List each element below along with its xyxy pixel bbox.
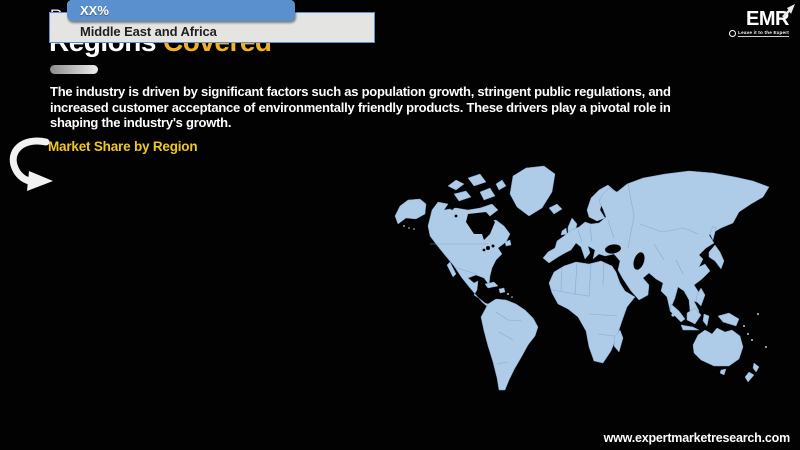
- logo-bullseye-icon: [729, 30, 737, 37]
- intro-line: shaping the industry's growth.: [50, 115, 232, 130]
- new-zealand-landmass: [752, 362, 760, 373]
- alaska-landmass: [394, 198, 427, 225]
- emr-logo-text: EMR: [746, 8, 789, 30]
- arrow-up-right-icon: [782, 4, 795, 18]
- intro-paragraph: The industry is driven by significant fa…: [50, 84, 780, 131]
- region-item: XX% Middle East and Africa: [49, 0, 377, 45]
- madagascar-landmass: [613, 329, 624, 353]
- world-map: [394, 165, 770, 391]
- australia-landmass: [692, 327, 744, 367]
- title-divider: [50, 65, 98, 74]
- greenland-landmass: [509, 165, 556, 217]
- new-guinea-landmass: [717, 312, 740, 327]
- chart-label: Market Share by Region: [48, 139, 198, 154]
- curved-arrow-icon: [9, 137, 53, 191]
- south-america-landmass: [480, 298, 539, 391]
- country-borders: [430, 183, 699, 365]
- iceland-landmass: [548, 203, 563, 215]
- region-name: Middle East and Africa: [80, 24, 217, 39]
- emr-logo: EMR Leave it to the Expert: [719, 4, 795, 37]
- intro-line: increased customer acceptance of environ…: [50, 99, 671, 115]
- region-share-chip: XX%: [67, 0, 295, 21]
- japan-landmass: [708, 244, 725, 270]
- landmasses: [394, 165, 770, 391]
- logo-tagline: Leave it to the Expert: [738, 30, 789, 37]
- footer-url[interactable]: www.expertmarketresearch.com: [603, 431, 791, 445]
- intro-line: The industry is driven by significant fa…: [50, 84, 671, 99]
